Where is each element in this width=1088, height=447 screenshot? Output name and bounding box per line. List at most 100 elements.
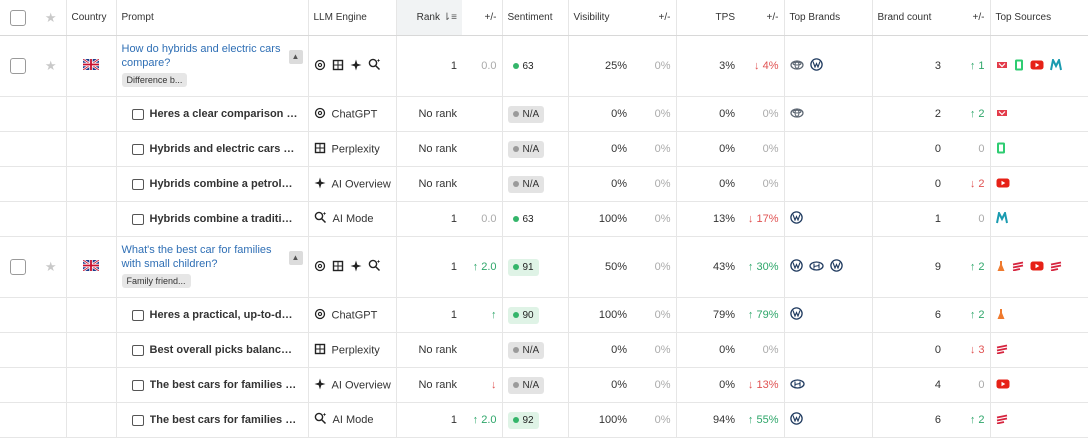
sort-icon[interactable]: ⇂≡ <box>442 12 457 23</box>
select-all-checkbox[interactable] <box>10 9 26 26</box>
response-row[interactable]: Hybrids and electric cars diff... Perplex… <box>0 131 1088 167</box>
visibility-change-cell: 0% <box>632 236 676 298</box>
row-checkbox[interactable] <box>10 259 26 275</box>
chat-bubble-icon <box>131 213 144 225</box>
response-text[interactable]: The best cars for families wi... <box>149 379 298 392</box>
prompt-row[interactable]: ★ ▲ How do hybrids and electric cars compa… <box>0 35 1088 97</box>
prompt-question-link[interactable]: How do hybrids and electric cars compare… <box>121 43 281 69</box>
brand-count-value: 6 <box>934 309 941 321</box>
ai-overview-icon <box>350 59 362 74</box>
prompt-tag[interactable]: Family friend... <box>121 274 191 288</box>
sentiment-dot <box>512 215 519 222</box>
response-text[interactable]: The best cars for families wi... <box>149 414 298 427</box>
column-country[interactable]: Country <box>65 0 116 36</box>
response-row[interactable]: Heres a practical, up-to-date... ChatGPT 1… <box>0 297 1088 333</box>
sentiment-cell: N/A <box>501 332 568 368</box>
visibility-change-cell: 0% <box>632 402 676 438</box>
visibility-cell: 0% <box>567 131 632 167</box>
response-row[interactable]: Best overall picks balance sa... Perplexi… <box>0 332 1088 368</box>
column-rank-change[interactable]: +/- <box>462 0 502 36</box>
sentiment-cell: N/A <box>501 367 568 403</box>
prompt-cell: ▲ What's the best car for families with s… <box>115 236 308 298</box>
star-icon[interactable]: ★ <box>44 259 57 274</box>
column-brand-count-change[interactable]: +/- <box>946 0 990 36</box>
response-cell: The best cars for families wi... <box>115 367 308 403</box>
hyundai-icon <box>789 378 805 392</box>
response-text[interactable]: Heres a practical, up-to-date... <box>149 309 298 322</box>
column-rank[interactable]: Rank ⇂≡ <box>395 0 462 36</box>
top-brands-cell <box>783 131 872 167</box>
column-prompt[interactable]: Prompt <box>115 0 308 36</box>
column-tps[interactable]: TPS <box>675 0 740 36</box>
rank-change-value: ↑ 2.0 <box>472 261 497 273</box>
visibility-change-cell: 0% <box>632 297 676 333</box>
tps-change-cell: ↓ 4% <box>740 35 784 97</box>
brand-count-change-value: ↓ 2 <box>969 178 985 190</box>
visibility-change-cell: 0% <box>632 367 676 403</box>
source-stripe-icon <box>1012 261 1024 274</box>
tps-change-cell: ↑ 55% <box>740 402 784 438</box>
visibility-cell: 0% <box>567 166 632 202</box>
row-checkbox[interactable] <box>10 58 26 74</box>
brand-count-value: 2 <box>934 108 941 120</box>
youtube-icon <box>1030 60 1044 73</box>
column-brand-count[interactable]: Brand count <box>871 0 946 36</box>
chatgpt-icon <box>314 308 326 323</box>
response-text[interactable]: Hybrids and electric cars diff... <box>149 143 298 156</box>
ai-overview-icon <box>314 378 326 393</box>
engine-cell: AI Mode <box>307 201 396 237</box>
volkswagen-icon <box>829 259 843 275</box>
rank-value: No rank <box>418 178 457 190</box>
source-red-icon <box>996 107 1008 122</box>
column-top-brands[interactable]: Top Brands <box>783 0 872 36</box>
tps-change-value: 0% <box>762 344 779 356</box>
prompt-question-link[interactable]: What's the best car for families with sm… <box>121 244 272 270</box>
response-row[interactable]: Hybrids combine a tradition... AI Mode 1 0.… <box>0 201 1088 237</box>
response-text[interactable]: Best overall picks balance sa... <box>149 344 298 357</box>
rank-change-value: ↓ <box>491 379 497 391</box>
brand-count-value: 0 <box>934 178 941 190</box>
response-text[interactable]: Hybrids combine a petroldie... <box>149 178 298 191</box>
star-header-icon[interactable]: ★ <box>44 9 57 25</box>
column-llm-engine[interactable]: LLM Engine <box>307 0 396 36</box>
star-icon[interactable]: ★ <box>44 58 57 73</box>
volkswagen-icon <box>789 412 803 428</box>
column-visibility-change[interactable]: +/- <box>632 0 676 36</box>
chatgpt-icon <box>314 59 326 74</box>
response-row[interactable]: The best cars for families wi... AI Overv… <box>0 367 1088 403</box>
sentiment-cell: 63 <box>501 201 568 237</box>
perplexity-icon <box>314 343 326 358</box>
rank-change-value: 0.0 <box>481 213 497 225</box>
prompt-tag[interactable]: Difference b... <box>121 73 188 87</box>
brand-count-cell: 0 <box>871 131 946 167</box>
response-cell: The best cars for families wi... <box>115 402 308 438</box>
rank-change-cell <box>462 96 502 132</box>
collapse-toggle-icon[interactable]: ▲ <box>288 50 303 64</box>
visibility-value: 100% <box>598 213 627 225</box>
column-sentiment[interactable]: Sentiment <box>501 0 568 36</box>
column-visibility[interactable]: Visibility <box>567 0 632 36</box>
rank-cell: 1 <box>395 35 462 97</box>
brand-count-cell: 1 <box>871 201 946 237</box>
visibility-change-value: 0% <box>654 379 671 391</box>
response-row[interactable]: The best cars for families wi... AI Mode 1… <box>0 402 1088 438</box>
column-tps-change[interactable]: +/- <box>740 0 784 36</box>
prompt-row[interactable]: ★ ▲ What's the best car for families with … <box>0 236 1088 298</box>
sentiment-value: N/A <box>522 379 540 391</box>
rank-cell: 1 <box>395 236 462 298</box>
rank-change-cell: ↓ <box>462 367 502 403</box>
column-top-sources[interactable]: Top Sources <box>989 0 1088 36</box>
response-text[interactable]: Heres a clear comparison of ... <box>149 108 298 121</box>
response-text[interactable]: Hybrids combine a tradition... <box>149 213 298 226</box>
visibility-cell: 0% <box>567 367 632 403</box>
youtube-icon <box>1030 261 1044 274</box>
tps-value: 94% <box>712 414 735 426</box>
chat-bubble-icon <box>131 344 144 356</box>
collapse-toggle-icon[interactable]: ▲ <box>288 251 303 265</box>
response-row[interactable]: Hybrids combine a petroldie... AI Overvie… <box>0 166 1088 202</box>
sentiment-cell: 90 <box>501 297 568 333</box>
tps-change-cell: ↑ 79% <box>740 297 784 333</box>
rank-value: No rank <box>418 108 457 120</box>
source-stripe-icon <box>996 344 1008 357</box>
response-row[interactable]: Heres a clear comparison of ... ChatGPT No… <box>0 96 1088 132</box>
